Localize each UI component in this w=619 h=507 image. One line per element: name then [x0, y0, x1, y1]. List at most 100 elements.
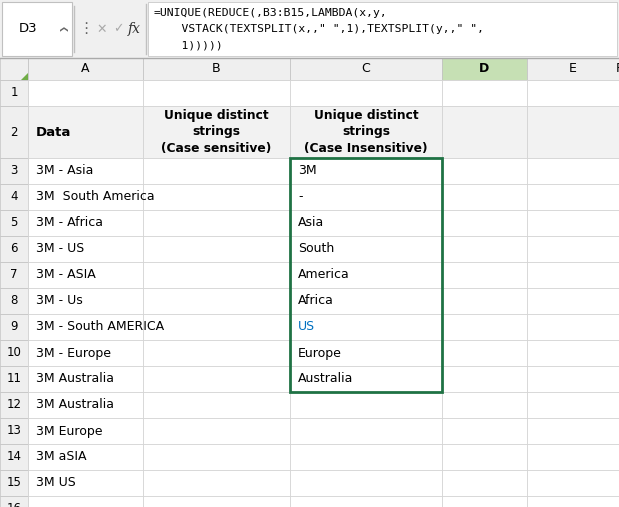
Bar — [442, 262, 527, 288]
Bar — [442, 288, 527, 314]
Text: -: - — [298, 191, 303, 203]
Text: 6: 6 — [11, 242, 18, 256]
Text: 4: 4 — [11, 191, 18, 203]
Text: 1: 1 — [11, 87, 18, 99]
Bar — [28, 340, 143, 366]
Bar — [442, 80, 527, 106]
Text: 8: 8 — [11, 295, 18, 308]
Bar — [442, 314, 527, 340]
Bar — [527, 314, 619, 340]
Bar — [442, 158, 527, 184]
Bar — [290, 496, 442, 507]
Bar — [28, 470, 143, 496]
Bar — [28, 366, 143, 392]
Bar — [290, 236, 442, 262]
Bar — [527, 158, 619, 184]
Text: 3M  South America: 3M South America — [36, 191, 155, 203]
Text: F: F — [615, 62, 619, 76]
Text: 3M: 3M — [298, 164, 317, 177]
Bar — [527, 106, 619, 158]
Bar — [0, 392, 28, 418]
Polygon shape — [21, 73, 28, 80]
Bar — [442, 366, 527, 392]
Text: 2: 2 — [11, 126, 18, 138]
Text: 9: 9 — [11, 320, 18, 334]
Bar — [143, 262, 290, 288]
Text: America: America — [298, 269, 350, 281]
Bar — [28, 288, 143, 314]
Text: Africa: Africa — [298, 295, 334, 308]
Bar — [28, 262, 143, 288]
Text: 13: 13 — [7, 424, 22, 438]
Bar — [143, 236, 290, 262]
Text: 3M US: 3M US — [36, 477, 76, 489]
Text: =UNIQUE(REDUCE(,B3:B15,LAMBDA(x,y,: =UNIQUE(REDUCE(,B3:B15,LAMBDA(x,y, — [154, 8, 387, 18]
Bar — [442, 58, 527, 80]
Text: B: B — [212, 62, 221, 76]
Bar — [0, 0, 619, 58]
Bar — [143, 210, 290, 236]
Bar — [143, 184, 290, 210]
Bar — [442, 444, 527, 470]
Bar — [442, 184, 527, 210]
Text: VSTACK(TEXTSPLIT(x,," ",1),TEXTSPLIT(y,," ",: VSTACK(TEXTSPLIT(x,," ",1),TEXTSPLIT(y,,… — [154, 24, 484, 34]
Text: ✓: ✓ — [113, 22, 123, 35]
Text: 3M - Europe: 3M - Europe — [36, 346, 111, 359]
Text: 3M aSIA: 3M aSIA — [36, 451, 87, 463]
Text: 3M - US: 3M - US — [36, 242, 84, 256]
Bar — [143, 106, 290, 158]
Bar — [28, 418, 143, 444]
Bar — [290, 418, 442, 444]
Bar — [527, 262, 619, 288]
Bar — [143, 158, 290, 184]
Text: 10: 10 — [7, 346, 22, 359]
Bar — [290, 444, 442, 470]
Bar — [290, 314, 442, 340]
Bar — [143, 80, 290, 106]
Bar — [290, 158, 442, 184]
Bar — [143, 58, 290, 80]
Bar — [442, 496, 527, 507]
Text: Unique distinct
strings
(Case sensitive): Unique distinct strings (Case sensitive) — [162, 109, 272, 155]
Bar — [143, 392, 290, 418]
Text: Asia: Asia — [298, 216, 324, 230]
Bar — [143, 288, 290, 314]
Text: 3M - Us: 3M - Us — [36, 295, 83, 308]
Bar — [0, 236, 28, 262]
Bar — [527, 470, 619, 496]
Bar — [0, 366, 28, 392]
Bar — [143, 366, 290, 392]
Bar — [28, 210, 143, 236]
Bar — [28, 236, 143, 262]
Bar — [0, 288, 28, 314]
Bar — [527, 236, 619, 262]
Bar — [0, 158, 28, 184]
Bar — [28, 106, 143, 158]
Bar — [290, 340, 442, 366]
Bar — [527, 184, 619, 210]
Bar — [442, 106, 527, 158]
Text: 1))))): 1))))) — [154, 40, 223, 50]
Text: 7: 7 — [11, 269, 18, 281]
Bar — [290, 184, 442, 210]
Bar — [527, 444, 619, 470]
Bar — [527, 496, 619, 507]
Bar — [290, 288, 442, 314]
Bar — [143, 314, 290, 340]
Bar — [290, 366, 442, 392]
Bar — [28, 80, 143, 106]
Bar — [442, 418, 527, 444]
Text: 12: 12 — [7, 399, 22, 412]
Bar — [143, 444, 290, 470]
Bar — [527, 366, 619, 392]
Bar — [2, 2, 72, 56]
Text: Europe: Europe — [298, 346, 342, 359]
Text: 3M - Asia: 3M - Asia — [36, 164, 93, 177]
Bar — [0, 58, 28, 80]
Bar — [28, 392, 143, 418]
Text: 3M - South AMERICA: 3M - South AMERICA — [36, 320, 164, 334]
Text: US: US — [298, 320, 315, 334]
Bar — [143, 496, 290, 507]
Text: South: South — [298, 242, 334, 256]
Bar — [527, 80, 619, 106]
